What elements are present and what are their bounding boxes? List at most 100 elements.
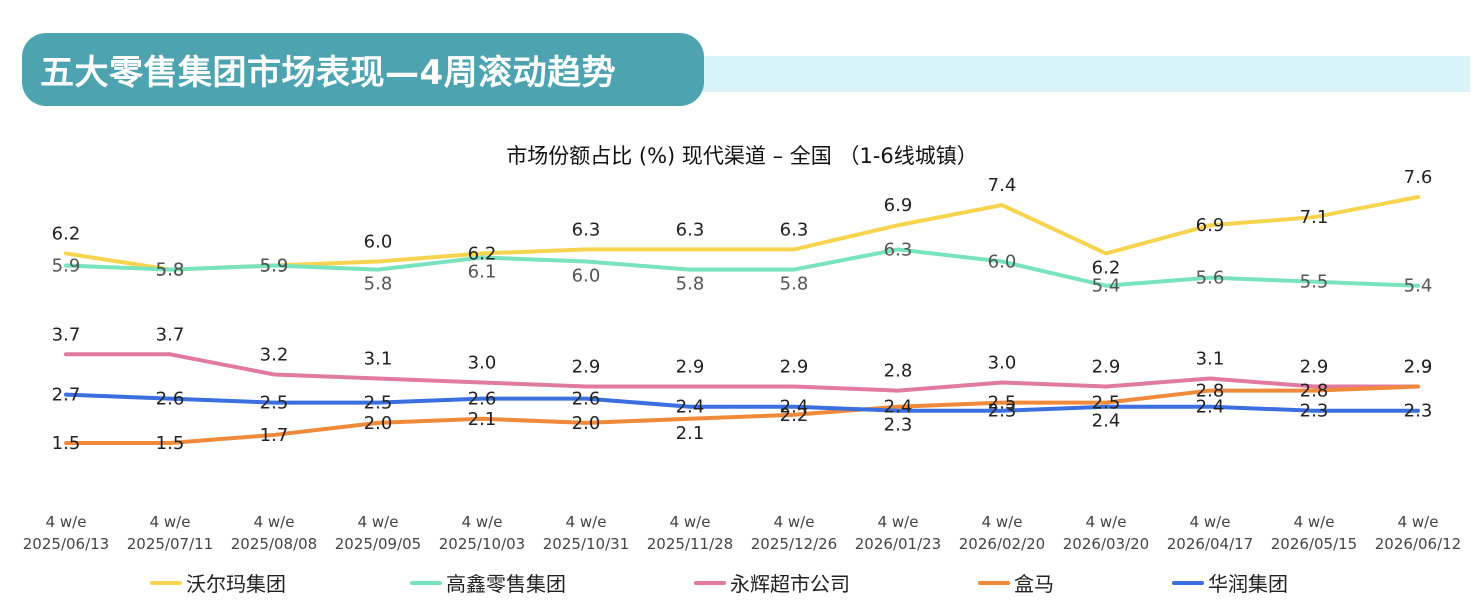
data-label: 2.8: [884, 361, 913, 382]
data-label: 1.7: [260, 425, 289, 446]
data-label: 2.5: [364, 393, 393, 414]
data-label: 5.9: [52, 256, 81, 277]
data-label: 2.1: [676, 423, 705, 444]
legend-swatch: [150, 580, 182, 585]
x-tick-label: 4 w/e 2025/10/03: [439, 513, 525, 553]
legend-item: 沃尔玛集团: [150, 568, 286, 597]
data-label: 2.7: [52, 385, 81, 406]
data-label: 2.4: [780, 397, 809, 418]
series-line-2: [64, 352, 1420, 393]
data-label: 3.1: [1196, 348, 1225, 369]
data-label: 6.9: [1196, 215, 1225, 236]
data-label: 5.8: [156, 260, 185, 281]
data-label: 1.5: [52, 433, 81, 454]
legend-item: 永辉超市公司: [694, 568, 850, 597]
data-label: 2.9: [572, 357, 601, 378]
data-label: 5.8: [364, 274, 393, 295]
data-label: 2.5: [260, 393, 289, 414]
x-tick-label: 4 w/e 2026/03/20: [1063, 513, 1149, 553]
data-label: 7.6: [1404, 167, 1433, 188]
data-label: 6.9: [884, 195, 913, 216]
data-label: 2.9: [780, 357, 809, 378]
x-tick-label: 4 w/e 2026/02/20: [959, 513, 1045, 553]
legend-swatch: [1172, 580, 1204, 585]
legend-swatch: [978, 580, 1010, 585]
data-label: 6.3: [676, 219, 705, 240]
data-label: 2.8: [1196, 381, 1225, 402]
data-label: 3.7: [52, 324, 81, 345]
legend-swatch: [694, 580, 726, 585]
legend-label: 沃尔玛集团: [186, 572, 286, 596]
legend-item: 高鑫零售集团: [410, 568, 566, 597]
x-tick-label: 4 w/e 2025/08/08: [231, 513, 317, 553]
legend-label: 永辉超市公司: [730, 572, 850, 596]
page-header-banner: 五大零售集团市场表现—4周滚动趋势: [22, 33, 704, 106]
legend-label: 盒马: [1014, 572, 1054, 596]
page-title: 五大零售集团市场表现—4周滚动趋势: [40, 53, 617, 93]
line-chart: 6.2 5.8 5.9 6.0 6.2 6.3 6.3 6.3 6.9 7.4 6.2 6.9 7.1 7…: [23, 167, 1461, 553]
data-label: 5.4: [1092, 276, 1121, 297]
data-label: 7.1: [1300, 207, 1329, 228]
data-label: 5.9: [260, 256, 289, 277]
data-label: 3.0: [988, 353, 1017, 374]
data-label: 5.8: [780, 274, 809, 295]
legend-item: 华润集团: [1172, 568, 1288, 597]
data-label: 2.5: [988, 393, 1017, 414]
data-label: 6.0: [572, 266, 601, 287]
x-tick-label: 4 w/e 2026/01/23: [855, 513, 941, 553]
data-label: 2.5: [1092, 393, 1121, 414]
legend-item: 盒马: [978, 568, 1054, 597]
data-label: 2.8: [1300, 381, 1329, 402]
data-label: 2.9: [1300, 357, 1329, 378]
data-label: 3.1: [364, 348, 393, 369]
data-label: 2.0: [364, 413, 393, 434]
data-label: 2.4: [884, 397, 913, 418]
data-label: 2.9: [1092, 357, 1121, 378]
data-label: 6.2: [1092, 257, 1121, 278]
chart-legend: 沃尔玛集团 高鑫零售集团 永辉超市公司 盒马 华润集团: [0, 568, 1484, 600]
data-label: 6.2: [52, 223, 81, 244]
data-label: 1.5: [156, 433, 185, 454]
data-label: 2.9: [1404, 357, 1433, 378]
data-label: 7.4: [988, 175, 1017, 196]
x-tick-label: 4 w/e 2025/07/11: [127, 513, 213, 553]
x-tick-label: 4 w/e 2026/05/15: [1271, 513, 1357, 553]
data-label: 2.9: [676, 357, 705, 378]
data-label: 6.3: [780, 219, 809, 240]
data-label: 2.4: [1196, 397, 1225, 418]
data-label: 5.5: [1300, 272, 1329, 293]
data-label: 2.6: [156, 389, 185, 410]
data-label: 6.3: [572, 219, 601, 240]
x-tick-label: 4 w/e 2025/09/05: [335, 513, 421, 553]
x-tick-label: 4 w/e 2026/04/17: [1167, 513, 1253, 553]
data-label: 6.3: [884, 239, 913, 260]
data-label: 2.3: [1300, 401, 1329, 422]
data-label: 5.8: [156, 260, 185, 281]
data-label: 2.3: [1404, 401, 1433, 422]
data-label: 5.9: [260, 256, 289, 277]
series-line-3: [64, 384, 1420, 445]
data-label: 2.9: [1404, 357, 1433, 378]
x-tick-label: 4 w/e 2025/11/28: [647, 513, 733, 553]
banner-accent-bar: [640, 56, 1470, 92]
legend-label: 华润集团: [1208, 572, 1288, 596]
data-label: 3.2: [260, 344, 289, 365]
data-label: 2.4: [676, 397, 705, 418]
data-label: 6.1: [468, 261, 497, 282]
x-tick-label: 4 w/e 2025/10/31: [543, 513, 629, 553]
series-line-4: [64, 392, 1420, 413]
data-label: 2.2: [780, 405, 809, 426]
data-label: 6.0: [364, 232, 393, 253]
legend-swatch: [410, 580, 442, 585]
data-label: 5.8: [676, 274, 705, 295]
series-line-1: [64, 247, 1420, 288]
data-label: 2.3: [988, 401, 1017, 422]
data-label: 3.7: [156, 324, 185, 345]
data-label: 6.0: [988, 252, 1017, 273]
data-label: 2.6: [572, 389, 601, 410]
x-tick-label: 4 w/e 2025/06/13: [23, 513, 109, 553]
data-label: 2.0: [572, 413, 601, 434]
x-tick-label: 4 w/e 2025/12/26: [751, 513, 837, 553]
x-tick-label: 4 w/e 2026/06/12: [1375, 513, 1461, 553]
data-label: 2.1: [468, 409, 497, 430]
